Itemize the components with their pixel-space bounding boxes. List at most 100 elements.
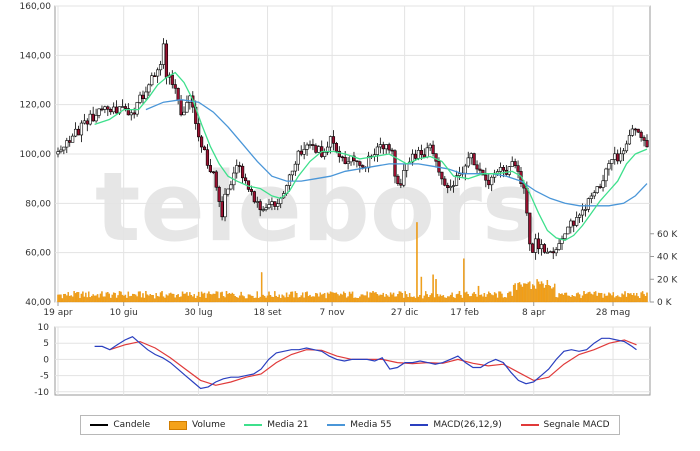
volume-bar <box>583 291 585 303</box>
candle-body <box>361 165 365 168</box>
volume-bar <box>334 293 336 303</box>
volume-bar <box>527 282 530 303</box>
volume-bar <box>345 297 348 303</box>
volume-bar <box>514 283 516 303</box>
candle-body <box>413 153 418 159</box>
volume-swatch <box>168 420 187 430</box>
candle-body <box>308 144 312 146</box>
volume-bar <box>158 296 160 303</box>
volume-bar <box>353 297 355 303</box>
volume-bar <box>197 291 200 303</box>
volume-bar <box>389 292 392 303</box>
candle-body <box>79 122 84 136</box>
volume-bar <box>479 295 481 303</box>
volume-bar <box>549 285 552 303</box>
volume-bar <box>417 296 420 303</box>
candle-body <box>607 163 611 170</box>
candle-body <box>328 136 333 148</box>
volume-bar <box>556 297 559 303</box>
candle-body <box>170 74 174 85</box>
volume-bar <box>249 294 251 303</box>
volume-bar <box>581 295 584 303</box>
volume-bar <box>360 294 363 303</box>
candle-body <box>478 168 482 171</box>
volume-bar <box>410 296 412 303</box>
candle-body <box>112 106 116 113</box>
volume-bar <box>447 296 449 303</box>
volume-bar <box>76 292 78 303</box>
volume-bar <box>155 293 157 303</box>
volume-bar <box>376 294 379 303</box>
volume-bar <box>143 297 146 303</box>
volume-bar <box>520 284 522 303</box>
volume-bar <box>174 297 176 303</box>
volume-bar <box>426 294 428 303</box>
volume-bar <box>322 293 324 303</box>
candle-body <box>624 143 629 152</box>
legend-item-ma55: Media 55 <box>327 420 392 430</box>
legend-label-ma55: Media 55 <box>350 420 392 430</box>
volume-bar <box>504 297 506 303</box>
volume-bar <box>209 294 212 303</box>
candle-body <box>331 136 336 144</box>
volume-bar <box>461 297 464 303</box>
volume-bar <box>627 293 629 303</box>
volume-bar <box>452 297 455 303</box>
ma21-swatch <box>244 424 263 426</box>
candle-body <box>352 155 356 162</box>
volume-bar <box>512 284 515 303</box>
volume-bar <box>552 287 554 303</box>
volume-bar <box>507 293 509 303</box>
volume-bar <box>362 294 364 303</box>
volume-bar <box>441 296 443 303</box>
volume-bar <box>351 291 354 303</box>
candle-body <box>381 144 385 150</box>
volume-bar <box>501 293 503 303</box>
volume-bar <box>383 296 386 303</box>
volume-bar <box>594 291 597 303</box>
candle-body <box>106 106 110 110</box>
volume-bar <box>293 297 295 303</box>
volume-bar <box>265 297 267 303</box>
volume-bar <box>328 293 330 303</box>
volume-bar <box>73 291 75 303</box>
volume-bar <box>356 297 358 303</box>
price-tick-label: 100,00 <box>20 150 52 160</box>
volume-bar <box>425 291 427 303</box>
ma21-line <box>94 71 648 241</box>
macd-swatch <box>410 424 429 426</box>
volume-bar <box>221 291 223 303</box>
volume-bar <box>146 294 149 303</box>
volume-bar <box>281 294 283 303</box>
volume-bar <box>614 297 616 303</box>
volume-bar <box>156 295 159 303</box>
volume-bar <box>559 294 562 303</box>
volume-bar <box>142 293 144 303</box>
candle-body <box>62 146 66 151</box>
volume-bar <box>165 294 168 303</box>
volume-bar <box>442 295 445 303</box>
volume-bar <box>63 294 65 303</box>
volume-bar <box>435 279 437 303</box>
candle-body <box>199 136 204 148</box>
candle-body <box>630 128 634 136</box>
volume-bar <box>184 293 187 303</box>
volume-bar <box>151 295 153 303</box>
volume-bar <box>633 293 635 303</box>
volume-bar <box>123 295 125 303</box>
candle-body <box>65 140 69 148</box>
volume-bar <box>558 293 560 303</box>
volume-bar <box>379 294 382 303</box>
volume-bar <box>392 292 395 303</box>
volume-bar <box>493 292 496 303</box>
volume-bar <box>260 272 263 303</box>
volume-bar <box>529 281 531 303</box>
legend-label-ma21: Media 21 <box>267 420 309 430</box>
candle-body <box>645 140 649 148</box>
candle-body <box>252 191 256 203</box>
volume-bar <box>244 298 247 303</box>
candle-body <box>164 43 169 78</box>
legend-label-volume: Volume <box>191 420 226 430</box>
volume-bar <box>574 296 576 303</box>
candle-body <box>399 183 403 186</box>
